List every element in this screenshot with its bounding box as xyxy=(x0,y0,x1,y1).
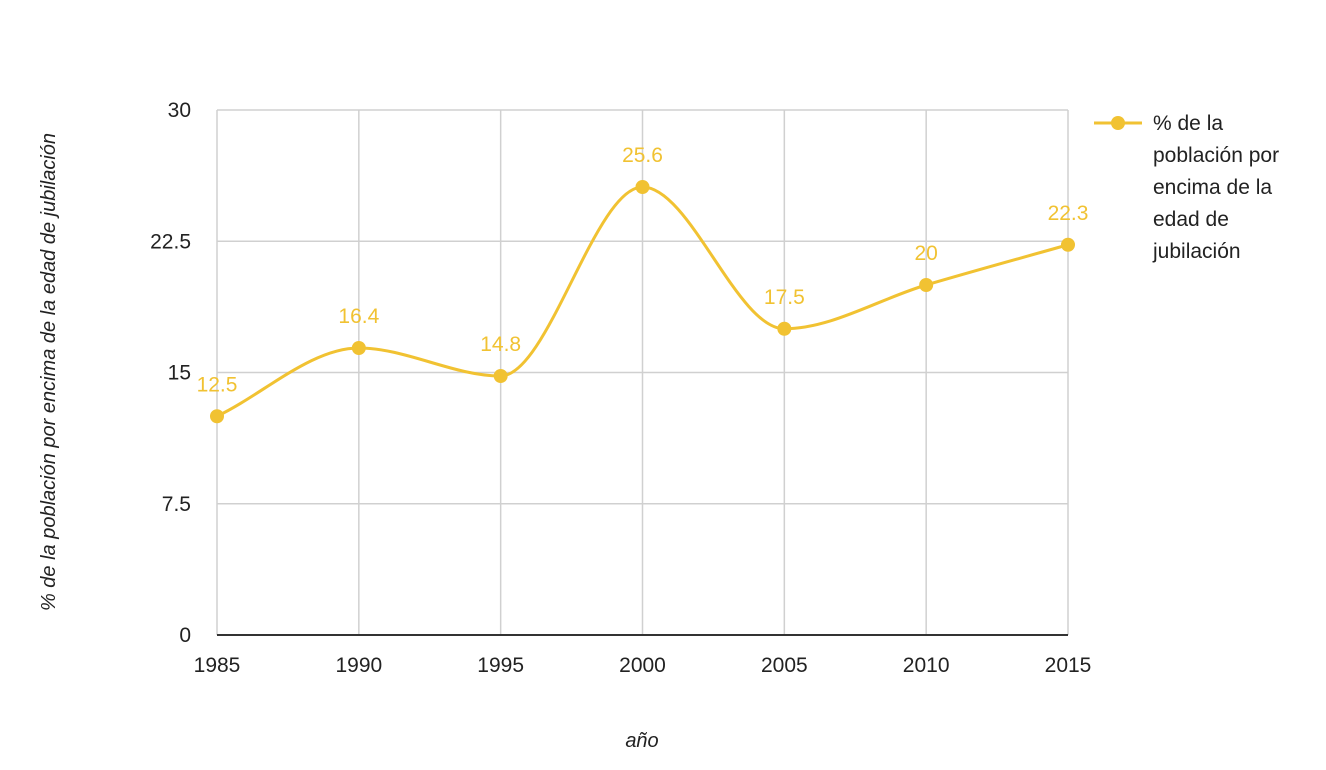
x-axis-ticks: 1985 1990 1995 2000 2005 2010 2015 xyxy=(194,654,1092,677)
data-point[interactable] xyxy=(351,341,366,355)
data-label: 16.4 xyxy=(338,305,379,328)
data-label: 17.5 xyxy=(764,286,805,309)
y-tick-label: 7.5 xyxy=(162,493,191,516)
data-point[interactable] xyxy=(777,321,792,336)
legend-label-line: jubilación xyxy=(1152,240,1241,263)
data-labels: 12.5 16.4 14.8 25.6 17.5 20 22.3 xyxy=(197,144,1089,396)
y-axis-title: % de la población por encima de la edad … xyxy=(38,133,60,611)
x-tick-label: 2000 xyxy=(619,654,666,677)
data-label: 12.5 xyxy=(197,373,238,396)
y-tick-label: 30 xyxy=(168,99,191,122)
legend[interactable]: % de la población por encima de la edad de j… xyxy=(1094,112,1279,263)
y-tick-label: 0 xyxy=(179,624,191,647)
y-tick-label: 15 xyxy=(168,362,191,385)
data-label: 20 xyxy=(914,242,937,265)
y-axis-ticks: 0 7.5 15 22.5 30 xyxy=(150,99,191,647)
series-layer xyxy=(210,180,1075,424)
grid xyxy=(216,109,1069,636)
y-tick-label: 22.5 xyxy=(150,230,191,253)
legend-label-line: % de la xyxy=(1153,112,1223,135)
x-tick-label: 2010 xyxy=(903,654,950,677)
data-point[interactable] xyxy=(493,369,508,383)
x-tick-label: 1985 xyxy=(194,654,241,677)
legend-label-line: encima de la xyxy=(1153,176,1272,199)
data-point[interactable] xyxy=(1061,237,1075,252)
data-label: 14.8 xyxy=(480,333,521,356)
legend-point-marker xyxy=(1111,116,1125,130)
data-label: 22.3 xyxy=(1048,202,1089,225)
legend-label-line: edad de xyxy=(1153,208,1229,231)
data-point[interactable] xyxy=(210,409,224,424)
legend-label-line: población por xyxy=(1153,144,1279,167)
x-tick-label: 2005 xyxy=(761,654,808,677)
x-tick-label: 1990 xyxy=(335,654,382,677)
data-label: 25.6 xyxy=(622,144,663,167)
x-axis-title: año xyxy=(625,730,658,752)
x-tick-label: 1995 xyxy=(477,654,524,677)
data-point[interactable] xyxy=(919,278,934,292)
x-tick-label: 2015 xyxy=(1045,654,1092,677)
data-point[interactable] xyxy=(635,180,650,194)
